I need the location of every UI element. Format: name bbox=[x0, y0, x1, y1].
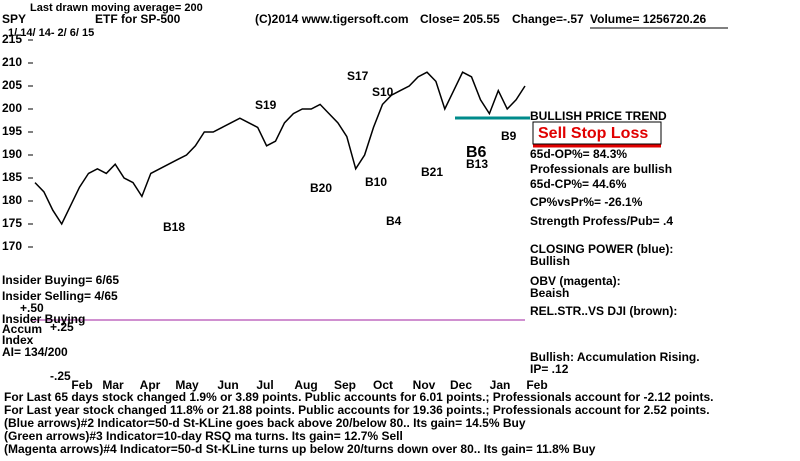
right-note: 65d-CP%= 44.6% bbox=[530, 177, 627, 191]
signal-label: S17 bbox=[347, 69, 369, 83]
y-tick-label: 205 bbox=[2, 78, 22, 92]
right-note: Professionals are bullish bbox=[530, 162, 672, 176]
stop-box bbox=[532, 121, 662, 145]
change: Change=-.57 bbox=[512, 12, 584, 26]
price-line bbox=[34, 71, 526, 226]
right-note: OBV (magenta): bbox=[530, 274, 621, 288]
signal-label: B18 bbox=[163, 220, 185, 234]
y-tick-label: 195 bbox=[2, 124, 22, 138]
right-note: CP%vsPr%= -26.1% bbox=[530, 195, 643, 209]
signal-label: B6 bbox=[466, 144, 487, 161]
y-tick-label: 175 bbox=[2, 216, 22, 230]
left-note: +.25 bbox=[50, 320, 74, 334]
left-note: AI= 134/200 bbox=[2, 345, 68, 359]
x-tick-label: Apr bbox=[140, 378, 161, 392]
copyright: (C)2014 www.tigersoft.com bbox=[255, 12, 409, 26]
bottom-note: (Blue arrows)#2 Indicator=50-d St-KLine … bbox=[4, 416, 526, 430]
y-tick-label: 200 bbox=[2, 101, 22, 115]
signal-label: S19 bbox=[255, 98, 277, 112]
x-tick-label: Jan bbox=[490, 378, 511, 392]
y-tick-label: 190 bbox=[2, 147, 22, 161]
bottom-note: For Last year stock changed 11.8% or 21.… bbox=[4, 403, 710, 417]
x-tick-label: Nov bbox=[413, 378, 436, 392]
right-note: BULLISH PRICE TREND bbox=[530, 109, 667, 123]
x-tick-label: Jun bbox=[217, 378, 238, 392]
x-tick-label: Sep bbox=[334, 378, 356, 392]
right-note: CLOSING POWER (blue): bbox=[530, 242, 673, 256]
bottom-note: For Last 65 days stock changed 1.9% or 3… bbox=[4, 390, 714, 404]
signal-label: S10 bbox=[372, 85, 394, 99]
y-tick-label: 180 bbox=[2, 193, 22, 207]
y-tick-label: 185 bbox=[2, 170, 22, 184]
x-tick-label: May bbox=[175, 378, 199, 392]
y-tick-label: 170 bbox=[2, 239, 22, 253]
subtitle: Last drawn moving average= 200 bbox=[30, 2, 203, 14]
left-note: Insider Buying= 6/65 bbox=[2, 273, 119, 287]
left-note: Accum bbox=[2, 322, 42, 336]
stop-label: Sell Stop Loss bbox=[538, 125, 648, 142]
x-tick-label: Dec bbox=[450, 378, 472, 392]
right-note: Bullish bbox=[530, 254, 570, 268]
right-note: IP= .12 bbox=[530, 362, 569, 376]
right-note: Strength Profess/Pub= .4 bbox=[530, 214, 673, 228]
bottom-note: (Magenta arrows)#4 Indicator=50-d St-KLi… bbox=[4, 442, 596, 456]
signal-label: B20 bbox=[310, 181, 332, 195]
x-tick-label: Jul bbox=[256, 378, 273, 392]
symbol: SPY bbox=[2, 12, 26, 26]
signal-label: B9 bbox=[501, 129, 517, 143]
right-note: Bullish: Accumulation Rising. bbox=[530, 350, 700, 364]
signal-label: B21 bbox=[421, 165, 443, 179]
right-note: Beaish bbox=[530, 286, 569, 300]
x-tick-label: Aug bbox=[294, 378, 317, 392]
close: Close= 205.55 bbox=[420, 12, 500, 26]
x-tick-label: Feb bbox=[71, 378, 92, 392]
left-note: -.25 bbox=[50, 369, 71, 383]
y-tick-label: 210 bbox=[2, 55, 22, 69]
volume: Volume= 1256720.26 bbox=[590, 12, 707, 26]
bottom-note: (Green arrows)#3 Indicator=10-day RSQ ma… bbox=[4, 429, 403, 443]
title: ETF for SP-500 bbox=[95, 12, 181, 26]
left-note: Insider Selling= 4/65 bbox=[2, 289, 118, 303]
signal-label: B10 bbox=[365, 175, 387, 189]
right-note: 65d-OP%= 84.3% bbox=[530, 147, 627, 161]
signal-label: B13 bbox=[466, 157, 488, 171]
date-range: 1/ 14/ 14- 2/ 6/ 15 bbox=[8, 27, 94, 39]
signal-label: B4 bbox=[386, 214, 402, 228]
x-tick-label: Oct bbox=[373, 378, 393, 392]
right-note: REL.STR..VS DJI (brown): bbox=[530, 304, 677, 318]
left-note: +.50 bbox=[20, 301, 44, 315]
y-tick-label: 215 bbox=[2, 32, 22, 46]
left-note: Insider Buying bbox=[2, 312, 85, 326]
left-note: Index bbox=[2, 333, 34, 347]
x-tick-label: Mar bbox=[102, 378, 124, 392]
x-tick-label: Feb bbox=[526, 378, 547, 392]
